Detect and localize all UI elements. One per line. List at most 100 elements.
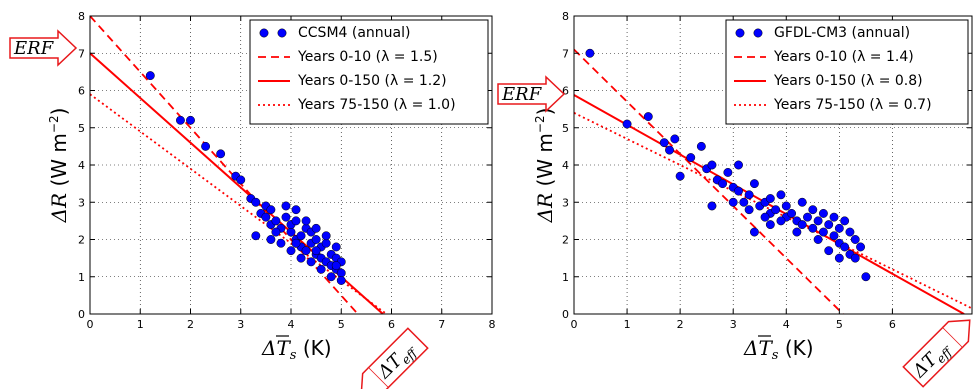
y-tick-label: 2 — [78, 234, 85, 247]
legend-label: Years 75-150 (λ = 0.7) — [773, 97, 932, 113]
scatter-point — [776, 190, 786, 200]
svg-text:ΔTs (K): ΔTs (K) — [743, 336, 814, 363]
y-tick-label: 8 — [562, 10, 569, 23]
scatter-point — [296, 231, 306, 241]
x-tick-label: 3 — [730, 318, 737, 331]
scatter-point — [818, 208, 828, 218]
scatter-points-1 — [585, 48, 871, 282]
scatter-point — [744, 205, 754, 215]
scatter-point — [186, 115, 195, 125]
x-tick-label: 2 — [187, 318, 194, 331]
ccsm4-panel: 0 1 2 3 4 5 6 7 8 0 1 2 3 4 5 6 7 8 ΔTs (K) ΔR (W m−2) CC… — [9, 10, 496, 389]
scatter-point — [266, 235, 276, 244]
scatter-point — [834, 223, 844, 233]
scatter-point — [728, 197, 738, 207]
scatter-point — [797, 220, 807, 230]
fit-line-dotted — [90, 93, 388, 314]
scatter-point — [236, 175, 246, 185]
scatter-point — [622, 119, 632, 129]
scatter-point — [643, 112, 653, 122]
scatter-point — [336, 276, 346, 285]
teff-arrow-1: ΔTeff — [902, 319, 971, 388]
scatter-point — [787, 208, 797, 218]
scatter-point — [813, 235, 823, 244]
scatter-point — [670, 134, 680, 144]
scatter-point — [321, 231, 331, 241]
scatter-point — [749, 227, 759, 237]
scatter-point — [291, 216, 301, 226]
scatter-point — [145, 71, 155, 81]
scatter-point — [686, 153, 696, 163]
legend-marker — [277, 28, 287, 38]
scatter-point — [291, 205, 301, 215]
scatter-point — [840, 216, 850, 226]
scatter-point — [306, 257, 316, 267]
erf-label-1: ERF — [501, 84, 543, 105]
x-tick-label: 5 — [836, 318, 843, 331]
legend-label: GFDL-CM3 (annual) — [774, 25, 910, 41]
gfdl-cm3-panel: 0 1 2 3 4 5 6 0 1 2 3 4 5 6 7 8 ΔTs (K) ΔR (W m−2) GFDL… — [497, 10, 973, 388]
scatter-point — [201, 141, 211, 151]
scatter-point — [659, 138, 669, 148]
svg-text:ΔTs (K): ΔTs (K) — [261, 336, 332, 363]
teff-arrow-0: ΔTeff — [360, 327, 429, 389]
legend-marker — [735, 28, 745, 38]
scatter-point — [301, 216, 311, 226]
scatter-point — [585, 48, 595, 58]
scatter-point — [281, 201, 291, 211]
scatter-point — [276, 238, 286, 248]
svg-text:ΔR (W m−2): ΔR (W m−2) — [533, 108, 557, 224]
scatter-point — [824, 220, 834, 230]
y-tick-label: 3 — [78, 196, 85, 209]
y-tick-label: 5 — [78, 122, 85, 135]
scatter-point — [723, 168, 733, 177]
x-tick-label: 3 — [237, 318, 244, 331]
x-tick-label: 7 — [438, 318, 445, 331]
x-tick-label: 2 — [677, 318, 684, 331]
legend-0: CCSM4 (annual) Years 0-10 (λ = 1.5) Years … — [249, 19, 489, 125]
scatter-point — [271, 227, 281, 237]
scatter-point — [696, 141, 706, 151]
y-tick-label: 3 — [562, 196, 569, 209]
scatter-point — [665, 145, 674, 155]
y-tick-label: 0 — [78, 308, 85, 321]
scatter-point — [251, 197, 261, 207]
legend-marker — [753, 28, 763, 38]
scatter-point — [301, 246, 311, 256]
y-axis-label-1: ΔR (W m−2) — [533, 108, 557, 224]
scatter-point — [834, 253, 844, 263]
scatter-point — [781, 201, 791, 211]
y-tick-label: 5 — [562, 122, 569, 135]
y-tick-label: 7 — [78, 47, 85, 60]
svg-text:ΔR (W m−2): ΔR (W m−2) — [47, 108, 71, 224]
scatter-point — [856, 242, 866, 252]
y-tick-label: 7 — [562, 47, 569, 60]
y-axis-label-0: ΔR (W m−2) — [47, 108, 71, 224]
scatter-point — [861, 272, 871, 282]
x-axis-label-1: ΔTs (K) — [743, 335, 814, 363]
scatter-point — [321, 238, 331, 248]
scatter-point — [326, 272, 336, 282]
scatter-point — [818, 227, 828, 237]
scatter-point — [765, 220, 775, 230]
scatter-point — [845, 227, 855, 237]
legend-label: CCSM4 (annual) — [298, 25, 410, 41]
scatter-point — [311, 246, 321, 256]
scatter-point — [286, 246, 296, 256]
grid-1 — [574, 16, 972, 314]
scatter-point — [675, 171, 685, 181]
erf-arrow-1: ERF — [497, 75, 566, 113]
fit-line-dashed — [90, 16, 359, 314]
erf-label-0: ERF — [13, 38, 55, 59]
ticks-0: 0 1 2 3 4 5 6 7 8 0 1 2 3 4 5 6 7 8 — [78, 10, 496, 331]
y-tick-label: 1 — [562, 271, 569, 284]
scatter-point — [331, 242, 341, 252]
x-tick-label: 8 — [489, 318, 496, 331]
scatter-point — [336, 268, 346, 278]
scatter-point — [776, 216, 786, 226]
scatter-point — [331, 261, 341, 271]
y-tick-label: 2 — [562, 234, 569, 247]
scatter-point — [765, 194, 775, 203]
legend-marker — [259, 28, 269, 38]
